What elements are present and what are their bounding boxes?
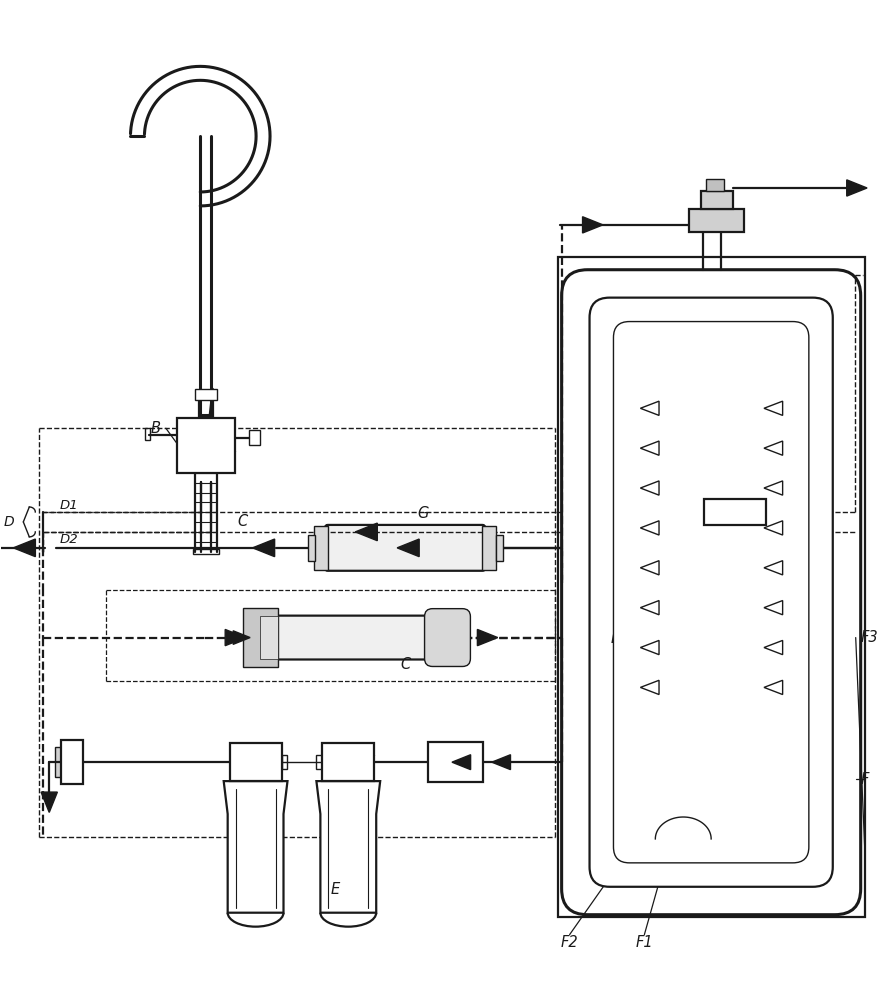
Polygon shape — [763, 561, 781, 575]
Polygon shape — [763, 481, 781, 495]
Bar — [482, 526, 496, 570]
Bar — [701, 191, 732, 209]
Bar — [192, 549, 219, 554]
Polygon shape — [640, 680, 658, 695]
Bar — [428, 742, 482, 782]
Polygon shape — [13, 539, 35, 557]
Polygon shape — [640, 521, 658, 535]
Text: D1: D1 — [59, 499, 78, 512]
Polygon shape — [763, 521, 781, 535]
FancyBboxPatch shape — [324, 525, 485, 571]
Text: D2: D2 — [59, 533, 78, 546]
Polygon shape — [253, 539, 275, 557]
Bar — [314, 526, 328, 570]
Text: B: B — [151, 421, 160, 436]
FancyBboxPatch shape — [275, 616, 435, 659]
Polygon shape — [640, 401, 658, 415]
Bar — [703, 499, 766, 525]
Polygon shape — [225, 629, 245, 646]
Bar — [195, 389, 216, 400]
Bar — [557, 257, 864, 917]
Text: P: P — [786, 629, 798, 647]
Polygon shape — [640, 441, 658, 455]
Bar — [144, 428, 150, 440]
Polygon shape — [316, 781, 380, 913]
Text: C: C — [237, 514, 247, 529]
Bar — [322, 743, 374, 781]
Bar — [55, 747, 63, 777]
Polygon shape — [763, 441, 781, 455]
Bar — [248, 430, 260, 445]
Text: G: G — [417, 506, 428, 521]
Text: P: P — [610, 629, 622, 647]
Text: E: E — [330, 882, 339, 897]
Text: F: F — [859, 772, 868, 787]
Polygon shape — [640, 481, 658, 495]
Polygon shape — [452, 755, 470, 770]
Polygon shape — [223, 781, 287, 913]
Bar — [688, 209, 743, 232]
Bar — [260, 616, 277, 659]
Polygon shape — [763, 601, 781, 615]
Text: F3: F3 — [859, 630, 877, 645]
Text: D: D — [4, 515, 15, 529]
Bar — [705, 179, 723, 191]
Polygon shape — [397, 539, 419, 557]
Bar — [316, 755, 322, 769]
Bar — [307, 535, 315, 561]
Text: C: C — [400, 657, 410, 672]
Bar — [176, 418, 235, 473]
FancyBboxPatch shape — [589, 298, 832, 887]
Polygon shape — [640, 640, 658, 655]
Text: F2: F2 — [560, 935, 578, 950]
FancyBboxPatch shape — [613, 322, 808, 863]
Bar — [496, 535, 502, 561]
Polygon shape — [640, 561, 658, 575]
FancyBboxPatch shape — [424, 609, 470, 666]
Polygon shape — [41, 792, 58, 812]
Polygon shape — [233, 631, 250, 644]
Bar — [229, 743, 281, 781]
Polygon shape — [355, 523, 377, 541]
Polygon shape — [492, 755, 510, 770]
Bar — [281, 755, 287, 769]
Polygon shape — [763, 680, 781, 695]
Polygon shape — [846, 180, 867, 196]
Polygon shape — [477, 629, 497, 646]
Polygon shape — [763, 640, 781, 655]
Polygon shape — [640, 601, 658, 615]
Polygon shape — [763, 401, 781, 415]
Text: F1: F1 — [635, 935, 652, 950]
Bar — [61, 740, 83, 784]
FancyBboxPatch shape — [561, 270, 859, 915]
Bar — [243, 608, 277, 667]
Polygon shape — [582, 217, 602, 233]
